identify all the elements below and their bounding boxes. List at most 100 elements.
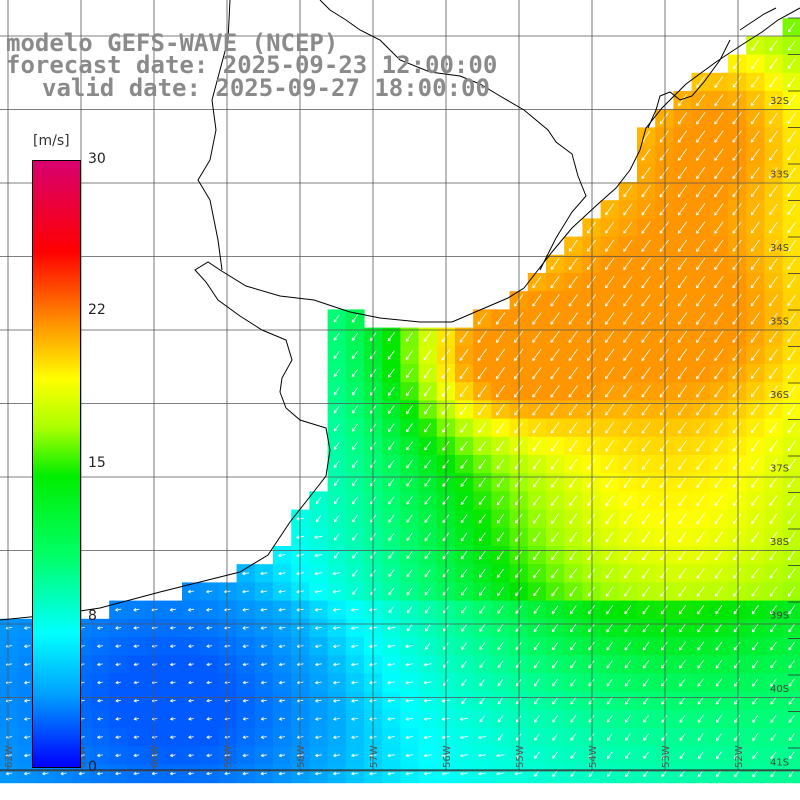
wind-cell — [764, 254, 784, 274]
wind-arrow — [623, 330, 633, 343]
wind-arrow — [643, 733, 649, 741]
wind-arrow — [533, 678, 540, 687]
wind-cell — [764, 364, 784, 383]
wind-cell — [728, 728, 747, 747]
wind-arrow — [460, 753, 468, 758]
wind-arrow — [659, 257, 669, 271]
wind-arrow — [459, 385, 469, 398]
wind-arrow — [734, 751, 741, 760]
wind-arrow — [642, 549, 651, 561]
wind-cell — [345, 382, 365, 401]
wind-arrow — [696, 586, 705, 597]
wind-arrow — [679, 751, 686, 760]
wind-arrow — [769, 258, 778, 270]
wind-arrow — [734, 714, 741, 723]
wind-cell — [728, 618, 747, 638]
wind-arrow — [751, 458, 760, 470]
wind-cell — [491, 455, 511, 474]
wind-arrow — [751, 403, 760, 416]
wind-cell — [564, 637, 583, 656]
wind-arrow — [551, 550, 559, 561]
wind-cell — [546, 637, 565, 656]
wind-arrow — [424, 459, 432, 469]
wind-arrow — [406, 551, 413, 560]
wind-cell — [546, 473, 565, 492]
wind-arrow — [586, 385, 597, 398]
wind-arrow — [260, 626, 267, 630]
wind-arrow — [787, 531, 796, 543]
wind-cell — [455, 400, 474, 420]
wind-arrow — [623, 239, 633, 252]
wind-arrow — [351, 699, 359, 703]
wind-cell — [764, 709, 784, 729]
wind-arrow — [787, 586, 796, 597]
wind-cell — [709, 728, 729, 747]
wind-arrow — [751, 549, 760, 561]
wind-arrow — [351, 662, 359, 667]
wind-cell — [728, 127, 747, 147]
wind-cell — [418, 364, 438, 383]
wind-arrow — [333, 442, 340, 450]
wind-arrow — [660, 623, 668, 633]
wind-cell — [546, 618, 565, 638]
wind-arrow — [624, 605, 632, 615]
wind-cell — [473, 546, 492, 565]
wind-cell — [473, 637, 492, 656]
wind-cell — [473, 673, 492, 693]
wind-cell — [564, 236, 583, 256]
wind-arrow — [260, 662, 267, 667]
wind-cell — [709, 491, 729, 511]
wind-cell — [546, 709, 565, 729]
wind-cell — [618, 291, 638, 310]
wind-arrow — [550, 258, 560, 270]
wind-cell — [691, 345, 711, 365]
wind-arrow — [387, 771, 395, 776]
lake-shore — [739, 7, 777, 31]
wind-cell — [546, 309, 565, 329]
wind-arrow — [733, 605, 741, 615]
wind-arrow — [278, 608, 286, 612]
wind-arrow — [333, 680, 341, 685]
wind-cell — [764, 127, 784, 147]
wind-arrow — [696, 495, 705, 507]
wind-arrow — [459, 348, 469, 362]
wind-cell — [673, 455, 693, 474]
wind-arrow — [460, 477, 468, 488]
wind-cell — [691, 491, 711, 511]
wind-arrow — [679, 660, 686, 669]
wind-arrow — [388, 587, 395, 596]
wind-arrow — [333, 314, 340, 323]
wind-arrow — [696, 76, 706, 88]
wind-cell — [564, 655, 583, 674]
wind-arrow — [532, 294, 542, 307]
wind-cell — [764, 345, 784, 365]
wind-arrow — [478, 771, 487, 776]
wind-cell — [491, 345, 511, 365]
wind-arrow — [623, 366, 633, 380]
wind-cell — [728, 364, 747, 383]
wind-arrow — [733, 568, 742, 579]
wind-cell — [764, 327, 784, 347]
wind-arrow — [551, 623, 559, 633]
wind-arrow — [351, 369, 359, 378]
wind-arrow — [588, 605, 595, 615]
wind-cell — [728, 673, 747, 693]
wind-arrow — [697, 751, 704, 760]
wind-arrow — [478, 514, 486, 524]
wind-cell — [327, 418, 347, 438]
wind-arrow — [496, 753, 505, 758]
wind-arrow — [714, 112, 724, 125]
wind-arrow — [569, 458, 578, 470]
wind-arrow — [423, 386, 432, 397]
wind-arrow — [388, 606, 394, 614]
wind-arrow — [787, 112, 796, 124]
wind-cell — [728, 637, 747, 656]
wind-arrow — [787, 294, 797, 307]
wind-arrow — [714, 203, 724, 216]
wind-arrow — [677, 257, 688, 271]
wind-arrow — [605, 312, 615, 325]
wind-arrow — [770, 605, 777, 615]
wind-arrow — [496, 495, 505, 506]
lat-label: 33S — [770, 170, 789, 181]
wind-arrow — [478, 587, 486, 596]
